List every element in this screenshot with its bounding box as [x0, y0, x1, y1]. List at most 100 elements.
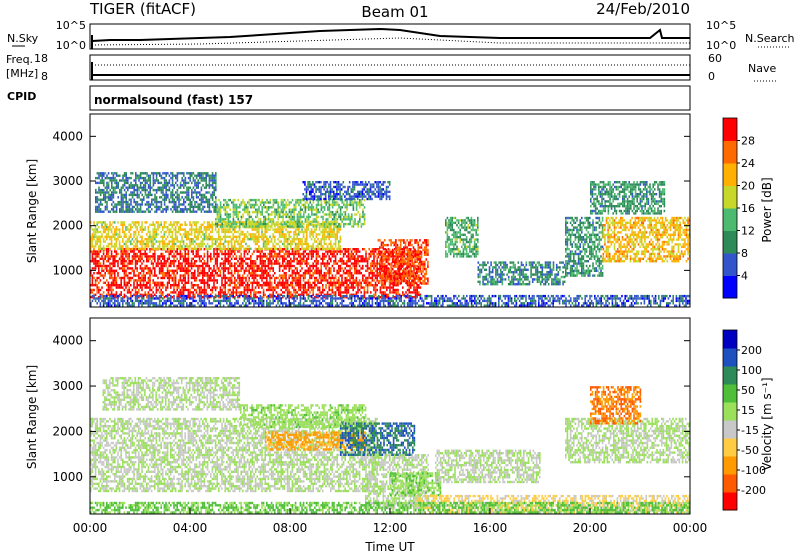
heatmap-cell: [123, 267, 126, 270]
heatmap-cell: [198, 257, 201, 260]
heatmap-cell: [130, 200, 132, 204]
heatmap-cell: [127, 186, 129, 189]
heatmap-cell: [139, 272, 142, 275]
heatmap-cell: [98, 276, 100, 280]
heatmap-cell: [269, 260, 271, 263]
heatmap-cell: [283, 226, 286, 229]
heatmap-cell: [114, 191, 116, 194]
heatmap-cell: [135, 203, 137, 206]
heatmap-cell: [216, 281, 218, 284]
heatmap-cell: [94, 240, 97, 243]
heatmap-cell: [186, 230, 188, 234]
heatmap-cell: [221, 276, 223, 280]
heatmap-cell: [187, 264, 190, 268]
heatmap-cell: [272, 235, 274, 238]
heatmap-cell: [187, 293, 190, 296]
heatmap-cell: [139, 235, 142, 238]
heatmap-cell: [123, 181, 126, 185]
heatmap-cell: [250, 206, 252, 209]
heatmap-cell: [314, 269, 316, 272]
heatmap-cell: [363, 260, 366, 263]
heatmap-cell: [162, 242, 164, 246]
heatmap-cell: [254, 240, 257, 243]
heatmap-cell: [186, 238, 188, 241]
heatmap-cell: [224, 291, 226, 294]
heatmap-cell: [322, 260, 324, 263]
heatmap-cell: [238, 264, 241, 268]
heatmap-cell: [251, 262, 254, 265]
heatmap-cell: [230, 242, 233, 246]
heatmap-cell: [179, 257, 182, 260]
heatmap-cell: [171, 279, 174, 282]
heatmap-cell: [149, 176, 151, 180]
heatmap-cell: [235, 206, 238, 209]
heatmap-cell: [98, 230, 100, 234]
heatmap-cell: [178, 247, 180, 250]
heatmap-cell: [398, 260, 401, 263]
heatmap-cell: [110, 228, 113, 231]
heatmap-cell: [278, 252, 281, 256]
heatmap-cell: [315, 257, 318, 260]
heatmap-cell: [326, 269, 329, 272]
heatmap-cell: [336, 279, 338, 282]
heatmap-cell: [224, 288, 226, 292]
heatmap-cell: [99, 188, 102, 192]
heatmap-cell: [240, 245, 242, 248]
heatmap-cell: [350, 267, 353, 270]
heatmap-cell: [355, 281, 358, 284]
heatmap-cell: [240, 240, 242, 243]
heatmap-cell: [354, 286, 356, 289]
heatmap-cell: [189, 179, 191, 182]
heatmap-cell: [243, 288, 246, 292]
heatmap-cell: [202, 223, 204, 226]
heatmap-cell: [328, 276, 330, 280]
heatmap-cell: [166, 228, 169, 231]
heatmap-cell: [298, 260, 300, 263]
heatmap-cell: [174, 228, 177, 231]
heatmap-cell: [194, 260, 196, 263]
heatmap-cell: [173, 223, 175, 226]
heatmap-cell: [246, 281, 249, 284]
heatmap-cell: [245, 206, 247, 209]
heatmap-cell: [230, 293, 233, 296]
heatmap-cell: [259, 213, 262, 216]
heatmap-cell: [328, 286, 330, 289]
heatmap-cell: [173, 252, 175, 256]
heatmap-cell: [277, 281, 279, 284]
heatmap-cell: [117, 233, 119, 236]
heatmap-cell: [259, 257, 262, 260]
heatmap-cell: [165, 186, 167, 189]
heatmap-cell: [224, 201, 227, 204]
heatmap-cell: [173, 257, 175, 260]
heatmap-cell: [143, 179, 145, 182]
heatmap-cell: [152, 184, 155, 187]
heatmap-cell: [98, 176, 100, 180]
heatmap-cell: [266, 247, 268, 250]
heatmap-cell: [226, 221, 228, 224]
heatmap-cell: [144, 286, 146, 289]
heatmap-cell: [165, 205, 167, 209]
heatmap-cell: [150, 248, 153, 251]
heatmap-cell: [277, 230, 279, 234]
heatmap-cell: [394, 284, 396, 287]
heatmap-cell: [149, 188, 151, 192]
heatmap-cell: [226, 210, 228, 214]
heatmap-cell: [178, 196, 180, 199]
heatmap-cell: [219, 288, 222, 292]
heatmap-cell: [314, 286, 316, 289]
heatmap-cell: [128, 238, 130, 241]
heatmap-cell: [290, 247, 292, 250]
heatmap-cell: [211, 238, 214, 241]
heatmap-cell: [235, 257, 238, 260]
heatmap-cell: [395, 284, 398, 287]
heatmap-cell: [218, 267, 220, 270]
heatmap-cell: [410, 260, 412, 263]
heatmap-cell: [149, 193, 151, 197]
heatmap-cell: [269, 257, 271, 260]
heatmap-cell: [275, 230, 278, 234]
heatmap-cell: [122, 221, 124, 224]
heatmap-cell: [403, 252, 406, 256]
heatmap-cell: [271, 218, 273, 221]
heatmap-cell: [125, 272, 127, 275]
heatmap-cell: [232, 293, 234, 296]
